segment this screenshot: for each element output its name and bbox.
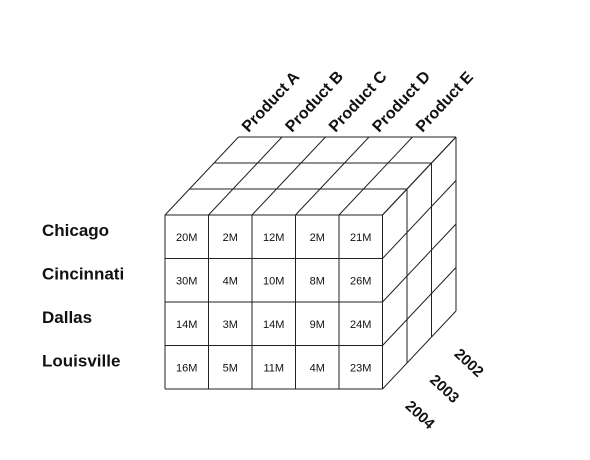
side-depth-line [382,223,457,303]
cell-value-cincinnati-product-c: 10M [263,275,284,287]
cell-value-chicago-product-e: 21M [350,232,371,244]
cell-value-dallas-product-b: 3M [223,319,238,331]
cell-value-cincinnati-product-a: 30M [176,275,197,287]
top-depth-line [208,136,283,216]
cell-value-dallas-product-e: 24M [350,319,371,331]
cell-value-louisville-product-c: 11M [263,362,284,374]
cell-value-chicago-product-a: 20M [176,232,197,244]
side-depth-line [382,310,457,390]
top-depth-line [338,136,413,216]
cell-value-louisville-product-a: 16M [176,362,197,374]
cell-value-louisville-product-b: 5M [223,362,238,374]
side-depth-line [382,267,457,346]
city-label-chicago: Chicago [42,221,109,240]
cell-value-dallas-product-d: 9M [310,319,325,331]
cell-value-cincinnati-product-e: 26M [350,275,371,287]
side-depth-line [382,180,457,259]
cell-value-louisville-product-e: 23M [350,362,371,374]
city-label-dallas: Dallas [42,308,92,327]
cell-value-chicago-product-c: 12M [263,232,284,244]
cell-value-dallas-product-a: 14M [176,319,197,331]
year-label-2003: 2003 [426,371,462,406]
year-label-2004: 2004 [402,397,438,433]
year-label-2002: 2002 [451,345,487,380]
top-depth-line [295,136,370,216]
cell-value-chicago-product-b: 2M [223,232,238,244]
cell-value-cincinnati-product-b: 4M [223,275,238,287]
city-label-cincinnati: Cincinnati [42,264,124,283]
cell-value-louisville-product-d: 4M [310,362,325,374]
cell-value-dallas-product-c: 14M [263,319,284,331]
cube-edges [164,136,457,390]
city-labels: Chicago Cincinnati Dallas Louisville [42,221,124,371]
cell-value-cincinnati-product-d: 8M [310,275,325,287]
top-depth-line [164,136,239,216]
cell-values: 20M 2M 12M 2M 21M 30M 4M 10M 8M 26M 14M 3M 14M 9M 24M 1… [176,232,371,375]
side-depth-line [382,136,457,216]
cell-value-chicago-product-d: 2M [310,232,325,244]
city-label-louisville: Louisville [42,351,120,370]
top-depth-line [251,136,326,216]
